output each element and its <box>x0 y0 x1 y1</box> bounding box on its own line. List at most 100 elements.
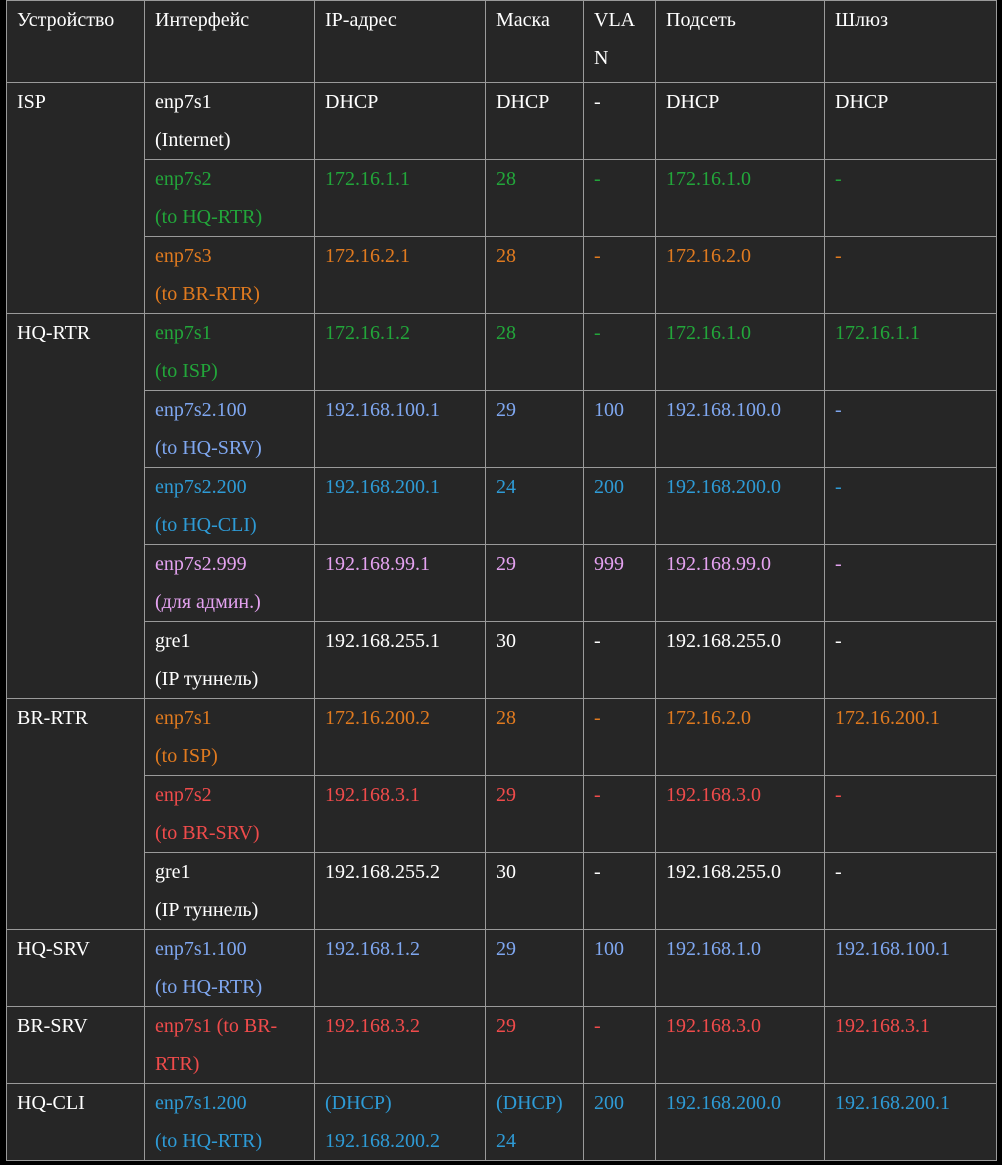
cell-text: 29 <box>496 784 516 806</box>
data-cell: 192.168.3.1 <box>314 775 486 853</box>
data-cell: 192.168.3.0 <box>655 1006 825 1084</box>
cell-text: 172.16.1.1 <box>325 168 410 190</box>
data-cell: (DHCP) 24 <box>485 1083 584 1161</box>
data-cell: enp7s2 (to HQ-RTR) <box>144 159 315 237</box>
data-cell: - <box>583 775 656 853</box>
data-cell: enp7s2.999 (для админ.) <box>144 544 315 622</box>
cell-text: 192.168.255.0 <box>666 861 781 883</box>
cell-text: enp7s1 <box>155 91 212 113</box>
header-text: IP-адрес <box>325 9 397 31</box>
data-cell: 172.16.2.1 <box>314 236 486 314</box>
data-cell: 29 <box>485 775 584 853</box>
data-cell: 24 <box>485 467 584 545</box>
device-cell: BR-SRV <box>6 1006 145 1084</box>
header-text: Шлюз <box>835 9 888 31</box>
header-text: VLA <box>594 9 636 31</box>
cell-text: 192.168.3.1 <box>325 784 420 806</box>
data-cell: 999 <box>583 544 656 622</box>
cell-text: (DHCP) <box>496 1092 563 1114</box>
data-cell: - <box>824 544 997 622</box>
cell-text: 28 <box>496 322 516 344</box>
cell-text: 192.168.3.2 <box>325 1015 420 1037</box>
data-cell: 192.168.100.1 <box>824 929 997 1007</box>
data-cell: 192.168.1.2 <box>314 929 486 1007</box>
table-row: enp7s2.100 (to HQ-SRV) 192.168.100.1 29 100 1… <box>7 390 997 468</box>
cell-text: - <box>594 630 601 652</box>
cell-text: 30 <box>496 861 516 883</box>
table-row: BR-RTR enp7s1 (to ISP) 172.16.200.2 28 - 172.1… <box>6 698 997 930</box>
cell-text: - <box>594 91 601 113</box>
cell-text: enp7s1 (to BR- <box>155 1015 278 1037</box>
table-row: gre1 (IP туннель) 192.168.255.2 30 - 192.168.… <box>7 852 997 930</box>
cell-text: enp7s2 <box>155 168 212 190</box>
data-cell: 172.16.1.0 <box>655 159 825 237</box>
cell-text: - <box>594 322 601 344</box>
cell-text: - <box>594 861 601 883</box>
table-row: enp7s2.200 (to HQ-CLI) 192.168.200.1 24 200 1… <box>7 467 997 545</box>
header-text: Подсеть <box>666 9 736 31</box>
data-cell: - <box>583 621 656 699</box>
data-cell: 100 <box>583 390 656 468</box>
cell-text: 200 <box>594 476 624 498</box>
cell-text: (IP туннель) <box>155 668 259 690</box>
cell-text: 192.168.99.0 <box>666 553 771 575</box>
data-cell: enp7s2.100 (to HQ-SRV) <box>144 390 315 468</box>
cell-text: 192.168.200.0 <box>666 1092 781 1114</box>
table-row: enp7s3 (to BR-RTR) 172.16.2.1 28 - 172.16.2.0… <box>7 236 997 314</box>
data-cell: 28 <box>485 236 584 314</box>
data-cell: 100 <box>583 929 656 1007</box>
cell-text: RTR) <box>155 1053 200 1075</box>
data-cell: - <box>583 313 656 391</box>
data-cell: - <box>583 852 656 930</box>
cell-text: DHCP <box>666 91 720 113</box>
table-row: enp7s2.999 (для админ.) 192.168.99.1 29 999 1… <box>7 544 997 622</box>
cell-text: enp7s2.200 <box>155 476 247 498</box>
data-cell: 192.168.3.2 <box>314 1006 486 1084</box>
data-cell: 192.168.100.0 <box>655 390 825 468</box>
cell-text: (to HQ-RTR) <box>155 206 263 228</box>
data-cell: - <box>583 698 656 776</box>
data-cell: enp7s2.200 (to HQ-CLI) <box>144 467 315 545</box>
cell-text: 30 <box>496 630 516 652</box>
cell-text: 28 <box>496 168 516 190</box>
data-cell: - <box>824 621 997 699</box>
cell-text: 192.168.100.1 <box>835 938 950 960</box>
data-cell: 172.16.1.1 <box>314 159 486 237</box>
header-text: N <box>594 47 609 69</box>
data-cell: 192.168.255.0 <box>655 852 825 930</box>
cell-text: 24 <box>496 1130 516 1152</box>
data-cell: 30 <box>485 621 584 699</box>
data-cell: - <box>583 1006 656 1084</box>
device-cell: HQ-CLI <box>6 1083 145 1161</box>
table-row: HQ-CLI enp7s1.200 (to HQ-RTR) (DHCP) 192.168… <box>6 1083 997 1161</box>
data-cell: 29 <box>485 390 584 468</box>
header-text: Интерфейс <box>155 9 250 31</box>
cell-text: - <box>835 399 842 421</box>
table-row: enp7s2 (to BR-SRV) 192.168.3.1 29 - 192.168.3… <box>7 775 997 853</box>
data-cell: (DHCP) 192.168.200.2 <box>314 1083 486 1161</box>
data-cell: enp7s1.200 (to HQ-RTR) <box>144 1083 315 1161</box>
table-row: HQ-RTR enp7s1 (to ISP) 172.16.1.2 28 - 172.16.… <box>6 313 997 699</box>
data-cell: DHCP <box>655 82 825 160</box>
data-cell: enp7s1 (to ISP) <box>144 313 315 391</box>
cell-text: (DHCP) <box>325 1092 392 1114</box>
table-row: enp7s2 (to HQ-RTR) 172.16.1.1 28 - 172.16.1.0… <box>7 159 997 237</box>
cell-text: enp7s3 <box>155 245 212 267</box>
cell-text: (to HQ-RTR) <box>155 1130 263 1152</box>
cell-text: (to HQ-RTR) <box>155 976 263 998</box>
data-cell: 172.16.2.0 <box>655 698 825 776</box>
device-name: HQ-SRV <box>17 938 90 960</box>
address-table: Устройство Интерфейс IP-адрес Маска VLA N Подс… <box>6 0 997 1161</box>
cell-text: 200 <box>594 1092 624 1114</box>
data-cell: - <box>583 236 656 314</box>
data-cell: - <box>824 467 997 545</box>
cell-text: 192.168.100.1 <box>325 399 440 421</box>
header-cell: VLA N <box>583 0 656 83</box>
data-cell: enp7s2 (to BR-SRV) <box>144 775 315 853</box>
cell-text: 172.16.1.1 <box>835 322 920 344</box>
cell-text: 999 <box>594 553 624 575</box>
data-cell: - <box>824 159 997 237</box>
cell-text: 172.16.2.1 <box>325 245 410 267</box>
data-cell: 29 <box>485 544 584 622</box>
cell-text: 100 <box>594 938 624 960</box>
